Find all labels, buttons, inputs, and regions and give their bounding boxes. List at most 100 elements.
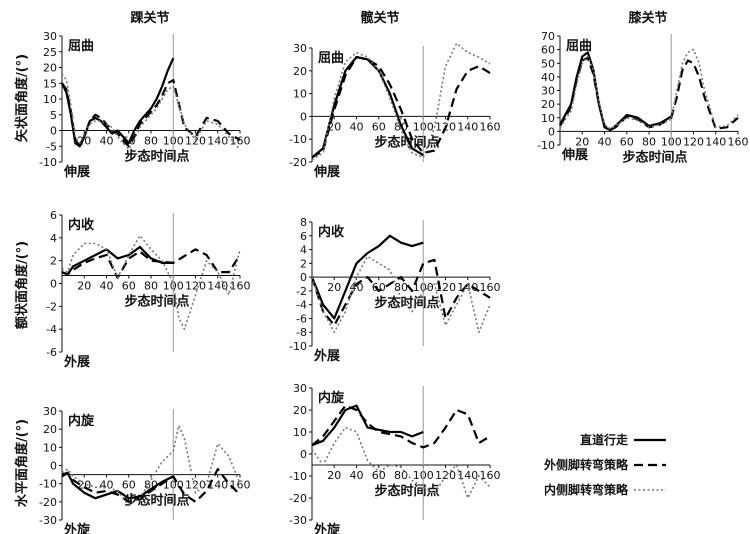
y-tick-label: -5 xyxy=(46,140,57,153)
x-tick-label: 60 xyxy=(372,281,386,294)
y-tick-label: 0 xyxy=(50,125,57,138)
series-line-1 xyxy=(311,404,491,449)
x-tick-label: 60 xyxy=(372,120,386,133)
row-label-transverse: 水平面角度/(°) xyxy=(14,419,30,507)
legend-item-2: 内侧脚转弯策略 xyxy=(544,482,666,497)
y-tick-label: 0 xyxy=(50,460,57,473)
y-tick-label: -4 xyxy=(296,299,307,312)
bottom-direction-label: 伸展 xyxy=(561,147,589,163)
y-tick-label: 2 xyxy=(50,255,57,268)
bottom-direction-label: 外展 xyxy=(313,348,341,364)
bottom-direction-label: 外展 xyxy=(63,354,91,370)
y-tick-label: 6 xyxy=(50,209,57,222)
bottom-direction-label: 伸展 xyxy=(63,164,91,180)
x-tick-label: 140 xyxy=(207,135,228,148)
x-tick-label: 80 xyxy=(144,280,158,293)
y-tick-label: -30 xyxy=(39,514,57,527)
x-tick-label: 60 xyxy=(122,479,136,492)
series-line-2 xyxy=(559,48,739,130)
series-line-1 xyxy=(61,79,241,148)
x-tick-label: 160 xyxy=(230,479,251,492)
y-tick-label: 30 xyxy=(43,30,57,43)
series-line-1 xyxy=(310,258,491,327)
y-tick-label: -10 xyxy=(39,156,57,169)
legend-item-1: 外侧脚转弯策略 xyxy=(544,457,666,472)
row-label-sagittal: 矢状面角度/(°) xyxy=(14,54,30,142)
x-tick-label: 60 xyxy=(620,135,634,148)
y-tick-label: 20 xyxy=(541,98,555,111)
y-tick-label: 60 xyxy=(541,44,555,57)
y-tick-label: 0 xyxy=(300,448,307,461)
x-axis-label: 步态时间点 xyxy=(124,294,189,310)
y-tick-label: 0 xyxy=(300,110,307,123)
y-tick-label: -20 xyxy=(289,156,307,169)
series-line-0 xyxy=(310,234,424,320)
y-tick-label: -20 xyxy=(289,492,307,505)
x-tick-label: 80 xyxy=(144,135,158,148)
x-tick-label: 40 xyxy=(350,469,364,482)
y-tick-label: -2 xyxy=(46,300,57,313)
y-tick-label: -10 xyxy=(537,139,555,152)
y-tick-label: 50 xyxy=(541,57,555,70)
x-tick-label: 120 xyxy=(683,135,704,148)
panel-title: 膝关节 xyxy=(627,10,667,26)
x-tick-label: 60 xyxy=(372,469,386,482)
y-tick-label: 30 xyxy=(541,85,555,98)
y-tick-label: 20 xyxy=(43,423,57,436)
y-tick-label: -10 xyxy=(39,478,57,491)
y-tick-label: -2 xyxy=(296,285,307,298)
y-tick-label: 15 xyxy=(43,77,57,90)
series-line-2 xyxy=(311,426,491,499)
x-tick-label: 160 xyxy=(728,135,749,148)
y-tick-label: -10 xyxy=(289,340,307,353)
x-tick-label: 120 xyxy=(185,135,206,148)
x-tick-label: 40 xyxy=(100,280,114,293)
y-tick-label: -6 xyxy=(296,312,307,325)
y-tick-label: -6 xyxy=(46,346,57,359)
x-tick-label: 140 xyxy=(457,120,478,133)
y-tick-label: 10 xyxy=(43,441,57,454)
y-tick-label: 5 xyxy=(50,109,57,122)
legend-label: 直道行走 xyxy=(580,432,628,447)
x-tick-label: 40 xyxy=(350,120,364,133)
y-tick-label: 8 xyxy=(300,216,307,229)
y-tick-label: -30 xyxy=(289,514,307,527)
y-tick-label: 10 xyxy=(541,112,555,125)
y-tick-label: 4 xyxy=(50,232,57,245)
panel-title: 髋关节 xyxy=(360,10,399,26)
x-tick-label: 40 xyxy=(350,281,364,294)
x-tick-label: 140 xyxy=(457,469,478,482)
x-tick-label: 60 xyxy=(122,280,136,293)
x-tick-label: 20 xyxy=(327,469,341,482)
x-tick-label: 120 xyxy=(185,479,206,492)
top-direction-label: 内旋 xyxy=(318,390,345,406)
series-line-1 xyxy=(61,248,241,279)
x-tick-label: 40 xyxy=(598,135,612,148)
top-direction-label: 内旋 xyxy=(68,413,95,429)
y-tick-label: 25 xyxy=(43,46,57,59)
y-tick-label: -10 xyxy=(289,133,307,146)
x-tick-label: 120 xyxy=(185,280,206,293)
y-tick-label: 20 xyxy=(293,65,307,78)
x-tick-label: 120 xyxy=(435,281,456,294)
series-line-1 xyxy=(61,468,241,503)
y-tick-label: 0 xyxy=(300,271,307,284)
panel-title: 踝关节 xyxy=(130,10,169,26)
series-line-2 xyxy=(61,73,241,151)
row-label-frontal: 额状面角度/(°) xyxy=(14,241,30,329)
x-axis-label: 步态时间点 xyxy=(374,483,439,499)
y-tick-label: 30 xyxy=(293,42,307,55)
x-tick-label: 160 xyxy=(480,469,501,482)
y-tick-label: 4 xyxy=(300,244,307,257)
top-direction-label: 内收 xyxy=(68,217,95,233)
series-line-2 xyxy=(61,234,241,330)
x-tick-label: 140 xyxy=(705,135,726,148)
